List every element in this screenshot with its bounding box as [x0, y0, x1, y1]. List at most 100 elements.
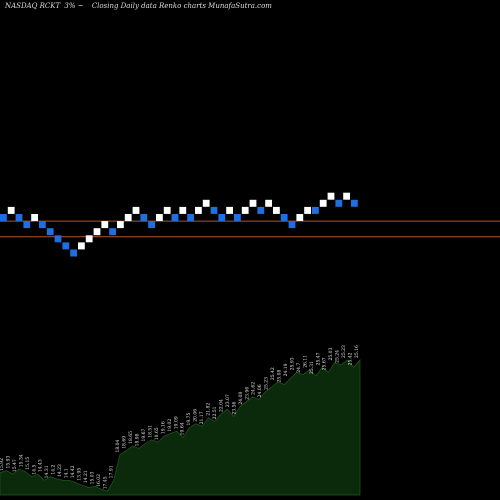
price-label: 14.42: [70, 465, 76, 478]
price-label: 14.21: [83, 470, 89, 483]
price-label: 25.24: [335, 350, 341, 363]
renko-brick: [132, 206, 140, 214]
renko-brick: [7, 206, 15, 214]
price-label: 24.08: [238, 392, 244, 405]
renko-brick: [257, 206, 265, 214]
price-label: 15.47: [12, 459, 18, 472]
renko-brick: [117, 221, 124, 229]
renko-brick: [351, 199, 358, 207]
renko-brick: [62, 242, 70, 250]
price-label: 14.43: [38, 459, 44, 472]
price-label: 25.23: [341, 345, 347, 358]
price-label: 18.98: [135, 433, 141, 446]
renko-brick: [280, 214, 288, 221]
volume-fill: [0, 359, 361, 496]
renko-brick: [343, 192, 350, 200]
price-label: 17.45: [102, 476, 108, 489]
renko-brick: [93, 228, 101, 236]
price-label: 25.03: [328, 347, 334, 360]
price-label: 19.75: [186, 412, 192, 425]
price-label: 13.95: [77, 468, 83, 481]
renko-brick: [249, 199, 257, 207]
price-label: 19.64: [180, 422, 186, 435]
renko-brick: [163, 206, 171, 214]
price-label: 23.56: [231, 401, 237, 414]
renko-brick: [109, 228, 116, 236]
price-label: 18.65: [128, 431, 134, 444]
chart-caption: Closing Daily data Renko charts MunafaSu…: [92, 2, 272, 10]
price-label: 25.67: [322, 357, 328, 370]
price-label: 18.69: [122, 436, 128, 449]
renko-brick: [124, 214, 132, 221]
renko-brick: [31, 214, 38, 221]
price-label: 22.04: [219, 399, 225, 412]
renko-brick: [218, 214, 226, 221]
price-label: 17.91: [109, 465, 115, 478]
price-label: 25.23: [264, 377, 270, 390]
price-label: 18.04: [115, 439, 121, 452]
price-label: 14.31: [44, 465, 50, 478]
price-label: 19.09: [173, 416, 179, 429]
ticker-label: NASDAQ RCKT: [4, 2, 61, 10]
price-label: 19.16: [160, 421, 166, 434]
renko-brick: [335, 199, 343, 207]
renko-brick: [78, 242, 85, 250]
renko-brick: [171, 214, 179, 221]
renko-brick: [156, 214, 163, 221]
renko-brick: [187, 214, 194, 221]
change-label: 3%: [64, 2, 75, 10]
price-label: 23.96: [244, 387, 250, 400]
renko-brick: [210, 206, 218, 214]
chart-header: NASDAQ RCKT 3% ~ Closing Daily data Renk…: [4, 2, 272, 10]
renko-brick: [312, 206, 319, 214]
renko-brick: [23, 221, 31, 229]
price-label: 15.92: [0, 458, 5, 471]
price-label: 15.93: [6, 455, 12, 468]
renko-brick: [0, 214, 7, 221]
price-label: 24.62: [251, 382, 257, 395]
renko-brick: [148, 221, 155, 229]
renko-brick: [70, 249, 77, 257]
renko-brick: [39, 221, 46, 229]
renko-brick: [234, 214, 241, 221]
renko-brick: [265, 199, 272, 207]
price-label: 22.51: [212, 406, 218, 419]
renko-brick: [319, 199, 327, 207]
price-label: 18.51: [148, 425, 154, 438]
renko-brick: [54, 235, 62, 243]
renko-brick: [140, 214, 148, 221]
renko-brick: [296, 214, 304, 221]
renko-brick: [15, 214, 23, 221]
price-label: 19.02: [167, 419, 173, 432]
volume-area: [0, 359, 361, 496]
price-label: 25.42: [348, 352, 354, 365]
renko-brick: [226, 206, 233, 214]
price-label: 16.02: [96, 474, 102, 487]
renko-brick: [304, 206, 311, 214]
renko-brick: [327, 192, 335, 200]
renko-brick: [85, 235, 93, 243]
renko-brick: [195, 206, 202, 214]
price-label: 15.03: [89, 471, 95, 484]
price-label: 14.23: [57, 464, 63, 477]
trend-arrow-icon: ~: [78, 2, 84, 10]
renko-brick: [241, 206, 249, 214]
price-label: 25.42: [270, 367, 276, 380]
price-label: 14.1: [64, 468, 70, 478]
price-label: 15.34: [18, 454, 24, 467]
renko-brick: [179, 206, 187, 214]
price-label: 25.16: [354, 345, 360, 358]
price-label: 25.31: [309, 361, 315, 374]
price-label: 23.07: [225, 394, 231, 407]
price-label: 24.19: [283, 363, 289, 376]
price-label: 25.93: [290, 357, 296, 370]
renko-brick: [202, 199, 210, 207]
price-labels: 15.92 15.93 15.47 15.34 15.15 14.5 14.43 14.31 1…: [0, 345, 360, 489]
price-label: 26.11: [302, 355, 308, 368]
renko-brick: [46, 228, 54, 236]
reference-lines: [0, 220, 500, 238]
price-label: 14.2: [51, 464, 57, 474]
price-label: 14.5: [31, 464, 37, 474]
price-label: 24.7: [296, 363, 302, 373]
